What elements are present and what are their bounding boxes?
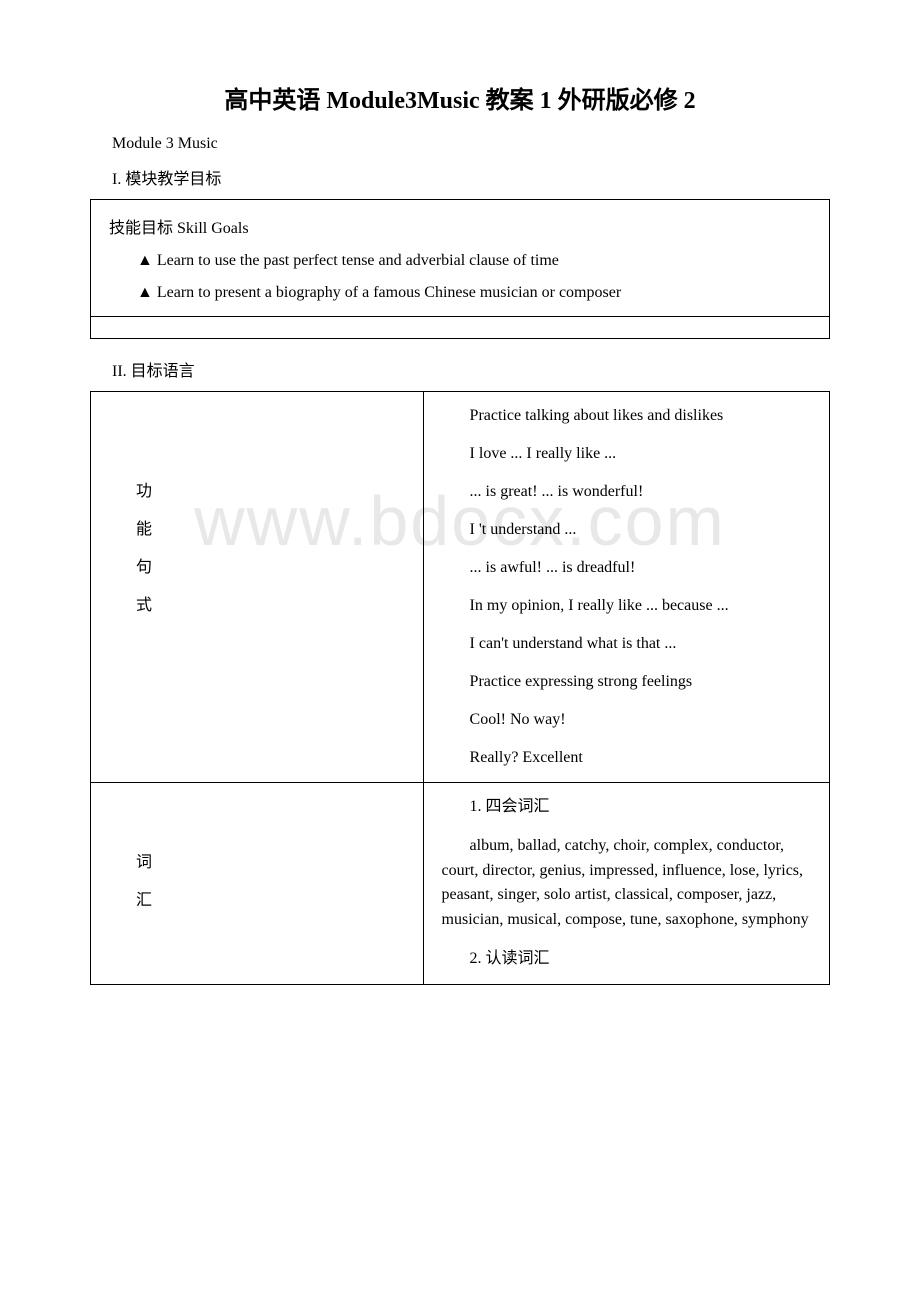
category-cell: 功 能 句 式	[91, 392, 424, 783]
vocab-heading: 2. 认读词汇	[442, 947, 811, 972]
category-char: 词	[136, 848, 409, 872]
document-content: 高中英语 Module3Music 教案 1 外研版必修 2 Module 3 …	[90, 80, 830, 985]
table-row: 功 能 句 式 Practice talking about likes and…	[91, 392, 830, 783]
content-cell: 1. 四会词汇 album, ballad, catchy, choir, co…	[423, 783, 829, 985]
content-line: Cool! No way!	[442, 708, 811, 732]
category-cell: 词 汇	[91, 783, 424, 985]
goal-item: ▲ Learn to use the past perfect tense an…	[109, 252, 811, 270]
content-line: In my opinion, I really like ... because…	[442, 594, 811, 618]
category-char: 句	[136, 553, 409, 577]
content-line: Practice talking about likes and dislike…	[442, 404, 811, 428]
section-heading-1: I. 模块教学目标	[112, 165, 830, 189]
content-table: 功 能 句 式 Practice talking about likes and…	[90, 391, 830, 985]
content-line: ... is awful! ... is dreadful!	[442, 556, 811, 580]
content-line: Practice expressing strong feelings	[442, 670, 811, 694]
vocab-body: album, ballad, catchy, choir, complex, c…	[442, 834, 811, 933]
category-char: 能	[136, 515, 409, 539]
category-char: 功	[136, 477, 409, 501]
category-char: 汇	[136, 886, 409, 910]
goals-cell: 技能目标 Skill Goals ▲ Learn to use the past…	[91, 200, 830, 317]
empty-cell	[91, 317, 830, 339]
content-line: Really? Excellent	[442, 746, 811, 770]
skill-goals-table: 技能目标 Skill Goals ▲ Learn to use the past…	[90, 199, 830, 339]
module-subtitle: Module 3 Music	[112, 135, 830, 153]
content-cell: Practice talking about likes and dislike…	[423, 392, 829, 783]
content-line: I love ... I really like ...	[442, 442, 811, 466]
table-row	[91, 317, 830, 339]
vocab-heading: 1. 四会词汇	[442, 795, 811, 820]
goals-heading: 技能目标 Skill Goals	[109, 214, 811, 238]
section-heading-2: II. 目标语言	[112, 357, 830, 381]
content-line: ... is great! ... is wonderful!	[442, 480, 811, 504]
table-row: 技能目标 Skill Goals ▲ Learn to use the past…	[91, 200, 830, 317]
table-row: 词 汇 1. 四会词汇 album, ballad, catchy, choir…	[91, 783, 830, 985]
category-char: 式	[136, 591, 409, 615]
content-line: I can't understand what is that ...	[442, 632, 811, 656]
goal-item: ▲ Learn to present a biography of a famo…	[109, 284, 811, 302]
page-title: 高中英语 Module3Music 教案 1 外研版必修 2	[90, 80, 830, 115]
content-line: I 't understand ...	[442, 518, 811, 542]
